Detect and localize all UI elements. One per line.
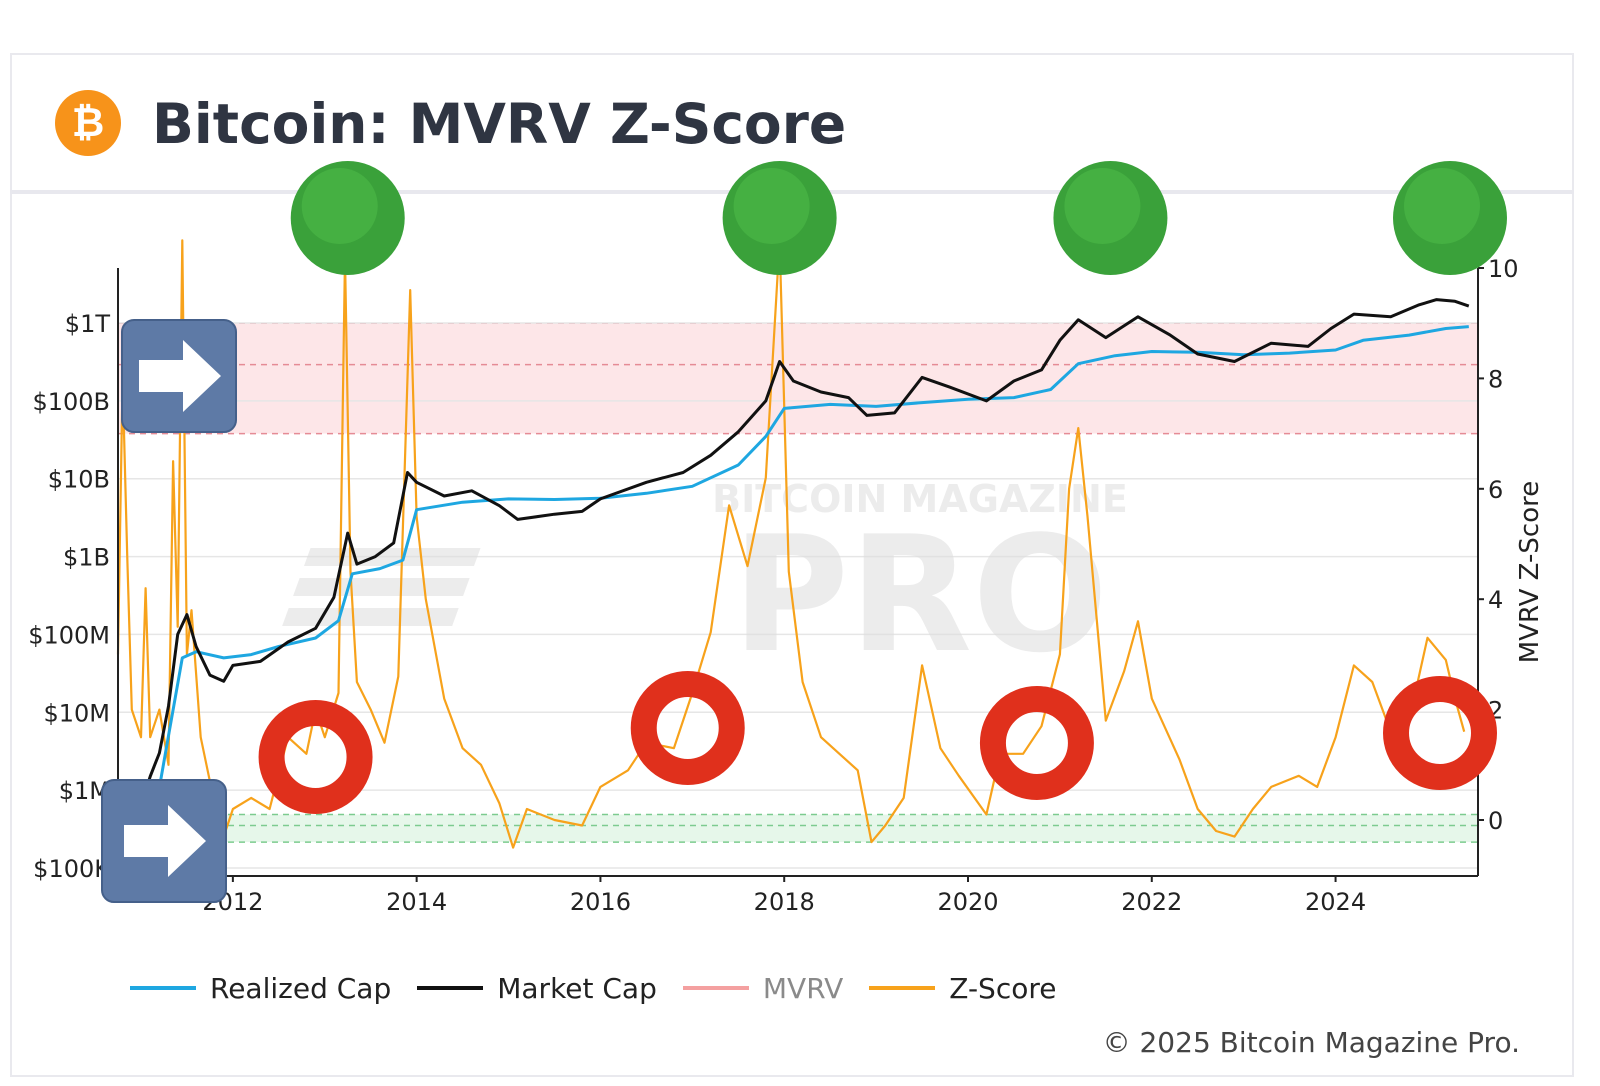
arrow-right-icon	[121, 319, 237, 433]
watermark-top: BITCOIN MAGAZINE	[712, 477, 1128, 521]
top-marker-highlight	[733, 168, 810, 244]
bottom-marker-ring	[630, 671, 745, 785]
watermark-main: PRO	[732, 501, 1108, 688]
legend-label-market-cap: Market Cap	[497, 971, 657, 1005]
bitcoin-icon: ₿	[55, 90, 121, 156]
legend-item-realized-cap[interactable]: Realized Cap	[130, 972, 391, 1005]
buy-zone-band	[118, 814, 1478, 843]
y-tick-label-right: 8	[1488, 365, 1503, 393]
y-tick-label-left: $100K	[33, 855, 111, 883]
x-tick-label: 2024	[1305, 888, 1366, 916]
legend-label-realized-cap: Realized Cap	[210, 971, 392, 1005]
legend-item-z-score[interactable]: Z-Score	[869, 972, 1056, 1005]
chart-legend: Realized Cap Market Cap MVRV Z-Score	[130, 966, 1056, 1010]
top-marker-circle	[722, 161, 837, 275]
legend-label-mvrv: MVRV	[762, 971, 844, 1005]
x-tick-label: 2014	[386, 888, 447, 916]
logo-symbol: ₿	[71, 100, 105, 146]
arrow-right-icon	[101, 779, 227, 903]
top-marker-circle	[290, 161, 405, 275]
bottom-marker-ring	[979, 686, 1094, 800]
legend-swatch-realized-cap	[130, 986, 196, 990]
x-tick-label: 2020	[937, 888, 998, 916]
y-tick-label-left: $10M	[43, 699, 110, 727]
bottom-marker-ring	[258, 700, 373, 814]
arrow-shape	[124, 805, 206, 877]
y-tick-label-right: 0	[1488, 807, 1503, 835]
legend-item-market-cap[interactable]: Market Cap	[417, 972, 657, 1005]
top-marker-highlight	[301, 168, 378, 244]
top-marker-highlight	[1064, 168, 1141, 244]
y-tick-label-left: $100B	[32, 388, 110, 416]
bottom-marker-ring	[1383, 676, 1497, 790]
y-tick-label-left: $1T	[65, 310, 111, 338]
y-axis-title-right: MVRV Z-Score	[1515, 481, 1545, 663]
legend-label-z-score: Z-Score	[949, 971, 1057, 1005]
series-line-market-cap	[121, 298, 1470, 838]
y-tick-label-right: 6	[1488, 476, 1503, 504]
legend-swatch-mvrv	[682, 986, 749, 990]
page-title: Bitcoin: MVRV Z-Score	[152, 92, 847, 156]
arrow-shape	[139, 340, 221, 412]
y-tick-label-left: $100M	[28, 621, 110, 649]
x-tick-label: 2022	[1121, 888, 1182, 916]
y-tick-label-right: 10	[1488, 255, 1519, 283]
legend-swatch-z-score	[869, 986, 936, 990]
sell-zone-band	[118, 323, 1478, 434]
watermark: BITCOIN MAGAZINE PRO	[282, 477, 1128, 688]
x-tick-label: 2016	[570, 888, 631, 916]
legend-swatch-market-cap	[417, 986, 484, 990]
y-tick-label-left: $1B	[63, 544, 110, 572]
y-tick-label-right: 4	[1488, 586, 1503, 614]
series-line-realized-cap	[153, 325, 1469, 814]
y-tick-label-left: $10B	[48, 466, 110, 494]
legend-item-mvrv[interactable]: MVRV	[682, 971, 844, 1005]
top-marker-circle	[1393, 161, 1507, 275]
x-tick-label: 2018	[754, 888, 815, 916]
top-marker-highlight	[1404, 168, 1480, 244]
top-marker-circle	[1053, 161, 1168, 275]
copyright-text: © 2025 Bitcoin Magazine Pro.	[1102, 1026, 1520, 1059]
